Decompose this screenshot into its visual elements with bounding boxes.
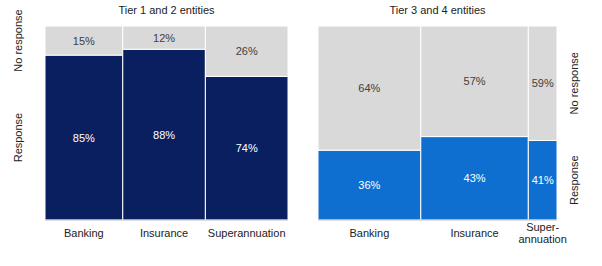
bar-segment	[528, 26, 557, 140]
bar-segment	[45, 55, 123, 220]
bar-segment	[45, 26, 123, 55]
bar-segment	[528, 140, 557, 220]
category-line: Superannuation	[208, 227, 286, 239]
legend-label: No response	[568, 52, 580, 114]
bar-segment	[205, 26, 288, 76]
panel: Tier 1 and 2 entities 85% 15% Banking 88% 12%…	[12, 4, 288, 239]
chart: Tier 1 and 2 entities 85% 15% Banking 88% 12%…	[0, 0, 602, 266]
page: {"chart_data": [ {"type": "bar", "title"…	[0, 0, 602, 266]
data-label: 43%	[464, 172, 486, 184]
marks	[45, 26, 288, 220]
data-label: 85%	[73, 132, 95, 144]
legend-label: Response	[12, 113, 24, 163]
category-label: Insurance	[140, 227, 188, 239]
data-label: 41%	[532, 174, 554, 186]
axis-line	[45, 220, 288, 221]
bar-segment	[318, 26, 421, 150]
category-label: Banking	[64, 227, 104, 239]
axis-line	[318, 220, 557, 221]
category-line: Super-	[526, 221, 559, 233]
data-label: 15%	[73, 35, 95, 47]
marks	[318, 26, 557, 220]
data-label: 64%	[358, 82, 380, 94]
bar-segment	[421, 137, 529, 220]
bar-segment	[318, 150, 421, 220]
bar-segment	[123, 49, 206, 220]
category-line: Banking	[350, 227, 390, 239]
category-line: annuation	[518, 233, 566, 245]
data-label: 36%	[358, 179, 380, 191]
category-line: Insurance	[450, 227, 498, 239]
category-line: Banking	[64, 227, 104, 239]
category-label: Superannuation	[208, 227, 286, 239]
data-label: 57%	[464, 75, 486, 87]
data-label: 59%	[532, 77, 554, 89]
data-label: 26%	[236, 45, 258, 57]
bar-segment	[123, 26, 206, 49]
title: Tier 1 and 2 entities	[118, 4, 215, 16]
data-label: 88%	[153, 129, 175, 141]
bar-segment	[421, 26, 529, 137]
category-label: Super-annuation	[518, 221, 566, 245]
category-line: Insurance	[140, 227, 188, 239]
legend-label: No response	[12, 9, 24, 71]
data-label: 74%	[236, 142, 258, 154]
legend-label: Response	[568, 155, 580, 205]
bar-segment	[205, 76, 288, 220]
data-label: 12%	[153, 32, 175, 44]
category-label: Insurance	[450, 227, 498, 239]
category-label: Banking	[350, 227, 390, 239]
title: Tier 3 and 4 entities	[389, 4, 486, 16]
panel: Tier 3 and 4 entities 36% 64% Banking 43% 57%…	[318, 4, 580, 245]
